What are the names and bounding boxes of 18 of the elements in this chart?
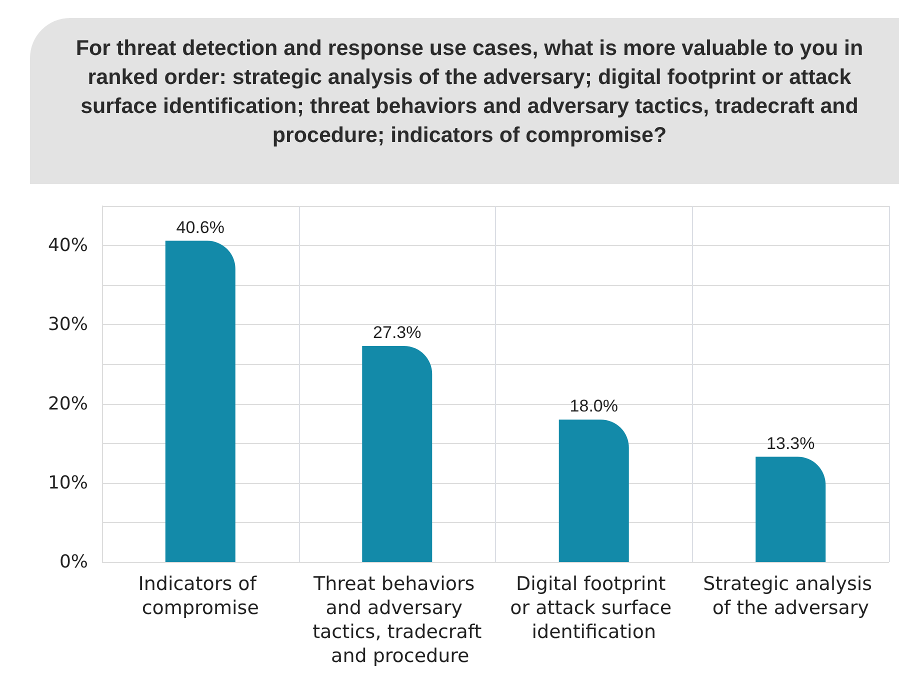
x-tick-label: Digital footprint or attack surface identification (510, 573, 678, 643)
bar (756, 456, 826, 562)
data-label: 18.0% (570, 396, 618, 416)
y-tick-label: 40% (48, 235, 88, 256)
bar (165, 240, 236, 562)
bar (558, 420, 629, 562)
bar (362, 346, 432, 562)
y-tick-label: 0% (59, 552, 88, 572)
data-label: 40.6% (176, 218, 224, 237)
x-tick-label: Threat behaviors and adversary tactics, tradecraft and procedure (312, 573, 482, 667)
x-tick-label: Indicators of compromise (138, 573, 263, 619)
y-tick-label: 10% (48, 472, 88, 494)
y-tick-label: 20% (48, 393, 88, 414)
data-label: 13.3% (766, 434, 815, 453)
chart-title: For threat detection and response use cases, what is more valuable to you in ranked order: strategic analysis of the adversary; digital footprint or attack surface identification; threat behaviors and adversary tactics, tradecraft and procedure; indicators of compromise? (30, 18, 899, 184)
y-tick-label: 30% (48, 314, 88, 336)
x-tick-label: Strategic analysis of the adversary (703, 573, 878, 619)
data-label: 27.3% (373, 323, 422, 342)
